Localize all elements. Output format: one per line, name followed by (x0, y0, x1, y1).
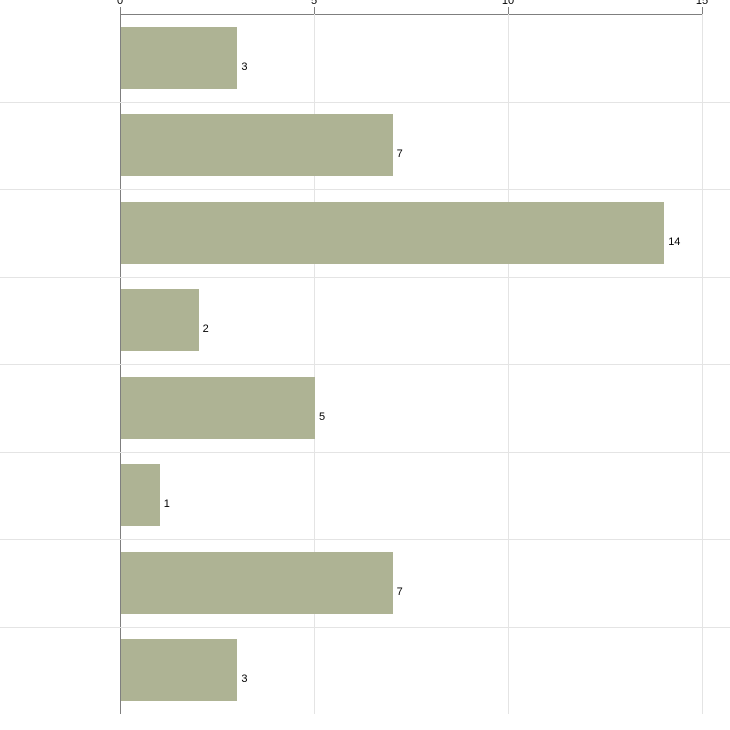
row-separator (0, 627, 730, 628)
bar (121, 376, 315, 439)
bar-value-label: 2 (202, 323, 209, 336)
x-tick-label: 0 (116, 0, 124, 7)
row-separator (0, 189, 730, 190)
bar (121, 464, 160, 527)
bar-value-label: 7 (396, 148, 403, 161)
bar (121, 114, 393, 177)
x-tick-label: 10 (501, 0, 515, 7)
x-tick-mark (702, 7, 703, 14)
bar-value-label: 3 (241, 673, 248, 686)
bar (121, 289, 199, 352)
row-separator (0, 102, 730, 103)
row-separator (0, 364, 730, 365)
bar-value-label: 7 (396, 585, 403, 598)
x-tick-label: 5 (310, 0, 318, 7)
x-tick-mark (508, 7, 509, 14)
bar-value-label: 3 (241, 60, 248, 73)
bar (121, 551, 393, 614)
bar-value-label: 5 (319, 410, 326, 423)
x-tick-mark (120, 7, 121, 14)
row-separator (0, 539, 730, 540)
x-tick-mark (314, 7, 315, 14)
bar (121, 201, 665, 264)
row-separator (0, 452, 730, 453)
bar-value-label: 14 (668, 235, 681, 248)
bar (121, 639, 238, 702)
x-tick-label: 15 (695, 0, 709, 7)
bar-value-label: 1 (163, 498, 170, 511)
x-axis-line (120, 14, 702, 15)
row-separator (0, 277, 730, 278)
bar (121, 26, 238, 89)
